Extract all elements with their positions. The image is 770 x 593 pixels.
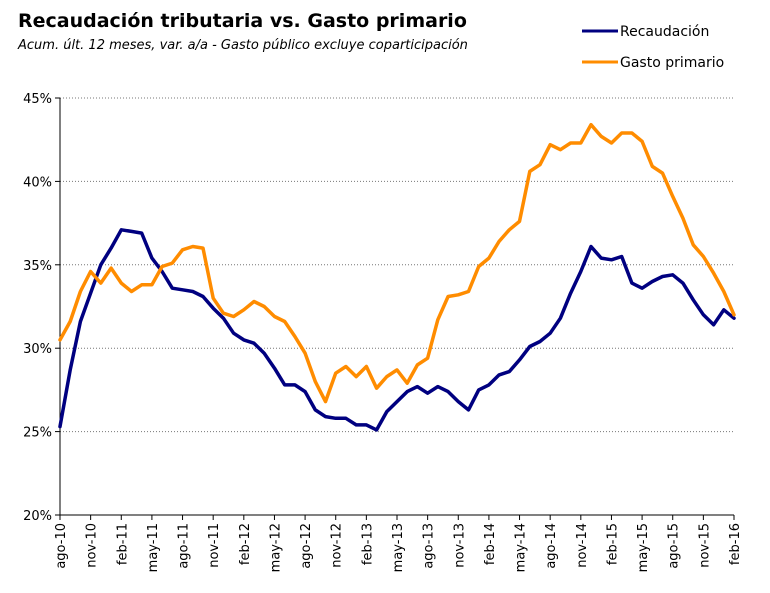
series-line-recaudacion <box>58 228 736 432</box>
legend-label-recaudacion: Recaudación <box>620 24 709 40</box>
x-tick-label: may-11 <box>146 523 161 572</box>
x-tick-label: nov-12 <box>330 523 345 568</box>
x-tick-label: ago-12 <box>299 523 314 569</box>
x-tick-label: feb-13 <box>360 523 375 565</box>
y-tick-label: 30% <box>23 342 52 357</box>
x-tick-label: may-14 <box>514 523 529 572</box>
x-tick-label: feb-12 <box>238 523 253 565</box>
x-tick-label: ago-13 <box>422 523 437 569</box>
x-tick-label: feb-14 <box>483 523 498 565</box>
y-axis-ticks: 20% 25% 30% 35% 40% 45% <box>23 92 60 524</box>
series-lines <box>58 122 736 432</box>
x-tick-label: nov-11 <box>207 523 222 568</box>
chart-subtitle: Acum. últ. 12 meses, var. a/a - Gasto pú… <box>17 38 468 53</box>
chart-title: Recaudación tributaria vs. Gasto primari… <box>18 10 467 32</box>
x-tick-label: ago-11 <box>177 523 192 569</box>
y-tick-label: 35% <box>23 259 52 274</box>
x-tick-label: may-15 <box>636 523 651 572</box>
y-tick-label: 40% <box>23 175 52 190</box>
x-tick-label: feb-15 <box>605 523 620 565</box>
x-tick-label: nov-13 <box>452 523 467 568</box>
x-tick-label: ago-15 <box>667 523 682 569</box>
x-tick-label: nov-14 <box>575 523 590 568</box>
y-tick-label: 20% <box>23 509 52 524</box>
y-tick-label: 45% <box>23 92 52 107</box>
gridlines <box>60 97 734 433</box>
legend-label-gasto-primario: Gasto primario <box>620 55 724 71</box>
x-tick-label: may-13 <box>391 523 406 572</box>
x-tick-label: may-12 <box>268 523 283 572</box>
axes <box>59 98 734 516</box>
series-line-gasto-primario <box>58 122 736 404</box>
x-tick-label: ago-14 <box>544 523 559 569</box>
y-tick-label: 25% <box>23 426 52 441</box>
legend: Recaudación Gasto primario <box>582 24 724 71</box>
x-tick-label: ago-10 <box>54 523 69 569</box>
x-axis-ticks: ago-10 nov-10 feb-11 may-11 ago-11 nov-11 feb-… <box>54 515 743 572</box>
x-tick-label: feb-16 <box>728 523 743 565</box>
x-tick-label: nov-15 <box>697 523 712 568</box>
x-tick-label: nov-10 <box>85 523 100 568</box>
x-tick-label: feb-11 <box>115 523 130 565</box>
